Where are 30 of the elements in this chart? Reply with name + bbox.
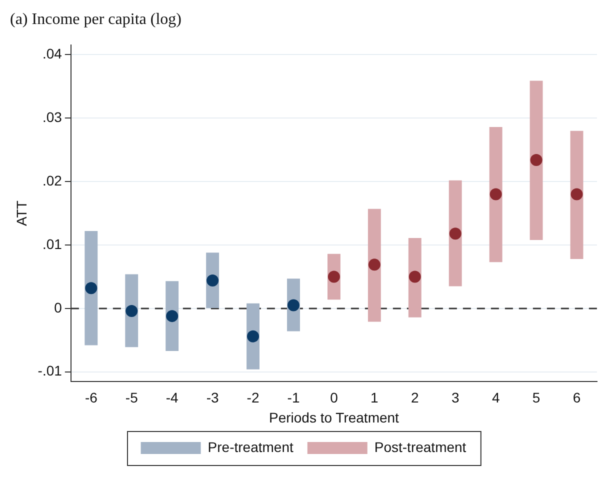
bar: [368, 208, 381, 322]
chart-title: (a) Income per capita (log): [10, 10, 182, 28]
x-tick-label: 1: [370, 390, 379, 406]
x-tick-label: 2: [411, 390, 419, 406]
legend-label: Post-treatment: [374, 438, 466, 455]
x-tick-label: -5: [125, 390, 138, 406]
bar: [84, 231, 98, 346]
x-tick-label: 4: [492, 390, 500, 406]
bar: [530, 80, 543, 240]
x-tick-label: -3: [206, 390, 219, 406]
bar: [448, 180, 462, 286]
x-tick-label: 3: [451, 390, 460, 406]
y-tick-label: .01: [42, 236, 62, 252]
x-tick-label: 5: [532, 390, 540, 406]
x-tick-label: -1: [287, 390, 300, 406]
y-tick-label: .02: [42, 172, 62, 188]
bar: [489, 127, 502, 262]
legend-label: Pre-treatment: [208, 438, 294, 455]
y-tick-label: .04: [42, 46, 62, 62]
x-tick-label: 0: [330, 390, 338, 406]
y-tick-label: 0: [54, 299, 62, 316]
x-tick-label: -6: [84, 390, 98, 406]
x-tick-label: 6: [572, 390, 581, 406]
y-tick-label: .03: [42, 109, 62, 126]
x-axis-title: Periods to Treatment: [268, 409, 400, 426]
bar: [570, 130, 584, 259]
y-axis-title: ATT: [13, 200, 30, 226]
x-tick-label: -2: [246, 390, 260, 406]
x-tick-label: -4: [166, 390, 179, 406]
y-tick-label: -.01: [38, 362, 62, 379]
